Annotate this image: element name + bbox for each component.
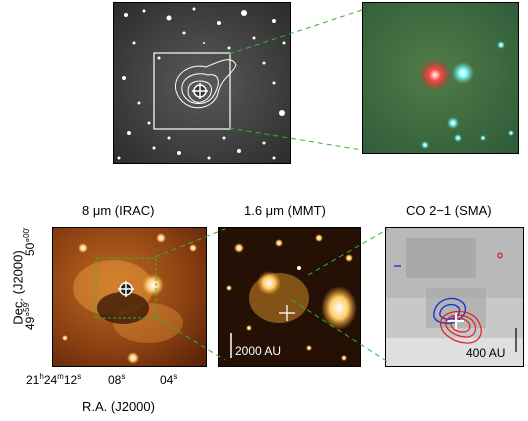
top-left-grayscale-panel — [113, 2, 291, 164]
ra-tick-hours-minutes: 21h24m12s — [26, 372, 82, 387]
redshift-contours — [440, 252, 503, 344]
mmt-scale-label: 2000 AU — [235, 344, 282, 358]
sma-panel-title: CO 2−1 (SMA) — [406, 203, 492, 218]
color-composite-image — [363, 3, 518, 153]
source-cross — [192, 83, 208, 99]
irac-image — [53, 228, 206, 366]
sma-cross — [448, 313, 464, 329]
dec-tick-bottom: 49°59′ — [22, 301, 37, 330]
cyan-star — [452, 62, 474, 84]
zoom-box — [153, 52, 231, 130]
top-right-color-panel — [362, 2, 519, 154]
grayscale-image — [114, 3, 290, 163]
dec-tick-top: 50°00′ — [22, 227, 37, 256]
red-source — [419, 59, 451, 91]
sma-image — [386, 228, 523, 366]
ra-tick-04: 04s — [160, 372, 178, 387]
sma-panel: 400 AU — [385, 227, 524, 367]
sma-scale-label: 400 AU — [466, 346, 506, 360]
contours — [175, 59, 237, 109]
ra-tick-08: 08s — [108, 372, 126, 387]
irac-panel-title: 8 μm (IRAC) — [82, 203, 155, 218]
mmt-panel-title: 1.6 μm (MMT) — [244, 203, 326, 218]
mmt-panel: 2000 AU — [218, 227, 361, 367]
irac-panel — [52, 227, 207, 367]
ra-axis-label: R.A. (J2000) — [82, 399, 155, 414]
irac-cross — [118, 281, 134, 297]
